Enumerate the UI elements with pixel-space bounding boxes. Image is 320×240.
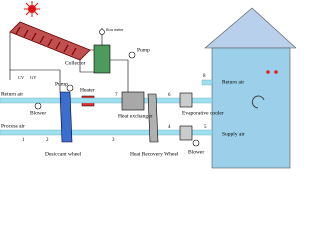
collector xyxy=(9,21,91,61)
blower-right xyxy=(192,139,200,147)
label: Return air xyxy=(1,91,23,97)
state-point: 4 xyxy=(168,125,171,130)
sun xyxy=(24,1,40,17)
label: GV xyxy=(30,75,37,80)
state-point: 8 xyxy=(203,74,206,79)
label: Collector xyxy=(65,60,86,66)
label: Evaporative cooler xyxy=(182,110,224,116)
flow-meter xyxy=(99,29,105,35)
label: Return air xyxy=(222,79,244,85)
pump-left xyxy=(66,84,74,92)
air-ducts xyxy=(0,79,213,136)
evaporative-cooler xyxy=(179,125,193,141)
tank xyxy=(93,44,111,74)
label: Blower xyxy=(188,149,204,155)
blower-left xyxy=(34,102,42,110)
air-swirl xyxy=(251,95,265,109)
label: CV xyxy=(18,75,25,80)
label: Pump xyxy=(137,47,150,53)
label: Heat Recovery Wheel xyxy=(130,151,179,157)
state-point: 6 xyxy=(168,93,171,98)
label: Heater xyxy=(80,87,95,93)
label: Process air xyxy=(1,123,25,129)
label: flow meter xyxy=(106,27,124,32)
state-point: 2 xyxy=(46,138,49,143)
desiccant-wheel xyxy=(59,91,73,143)
evaporative-cooler xyxy=(179,92,193,108)
state-point: 7 xyxy=(115,93,118,98)
label: Pump xyxy=(55,81,68,87)
roof xyxy=(204,7,296,49)
label: Supply air xyxy=(222,131,245,137)
pump-top xyxy=(128,51,136,59)
marker xyxy=(266,70,270,74)
label: Desiccant wheel xyxy=(45,151,82,157)
heat-exchanger xyxy=(121,91,145,111)
heat-recovery-wheel xyxy=(147,93,159,143)
label: Heat exchanger xyxy=(118,113,153,119)
state-point: 1 xyxy=(22,138,25,143)
state-point: 5 xyxy=(204,125,207,130)
house-wall xyxy=(211,47,291,169)
label: Blower xyxy=(30,110,46,116)
state-point: 3 xyxy=(112,138,115,143)
marker xyxy=(274,70,278,74)
diagram: Collector flow meter Pump CV GV Pump Hea… xyxy=(0,1,296,169)
